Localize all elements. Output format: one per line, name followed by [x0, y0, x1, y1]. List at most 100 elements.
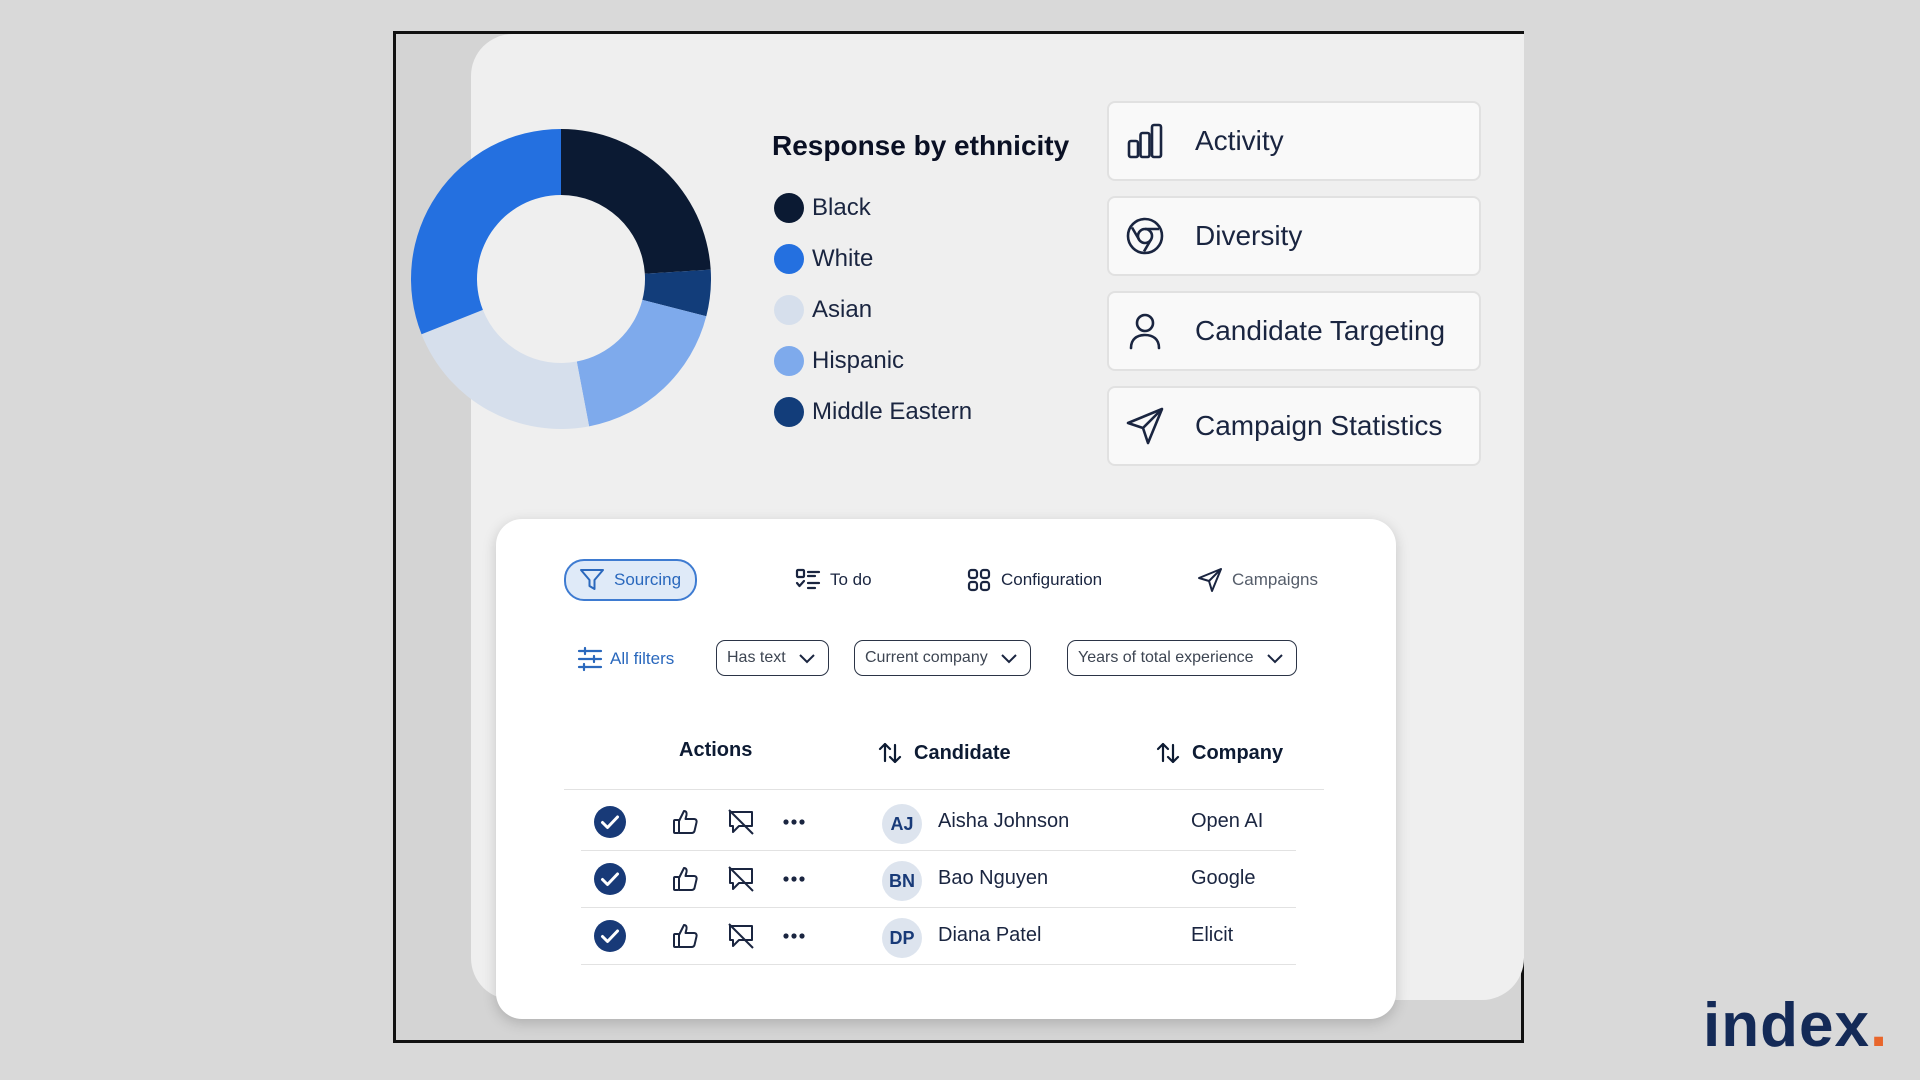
tab-label: Configuration [1001, 570, 1103, 589]
thumbs-up-icon[interactable] [671, 921, 701, 951]
all-filters-button[interactable]: All filters [576, 640, 674, 678]
legend-item-white: White [774, 233, 972, 284]
tab-label: Sourcing [614, 570, 682, 589]
company-name: Elicit [1191, 924, 1234, 946]
aperture-icon [1126, 217, 1164, 255]
has-text-dropdown[interactable]: Has text [716, 640, 829, 676]
legend-item-middle-eastern: Middle Eastern [774, 386, 972, 437]
grid-icon [967, 568, 991, 592]
check-circle-icon[interactable] [593, 862, 627, 896]
legend-label: Hispanic [812, 346, 905, 374]
legend-label: Middle Eastern [812, 397, 973, 425]
legend-swatch [774, 345, 804, 376]
thumbs-up-icon[interactable] [671, 807, 701, 837]
no-message-icon[interactable] [726, 864, 756, 894]
sort-icon [1156, 742, 1180, 764]
send-icon [1126, 407, 1164, 445]
dropdown-label: Has text [727, 649, 786, 666]
donut-slice-asian [421, 309, 590, 429]
legend-item-black: Black [774, 182, 972, 233]
more-icon[interactable] [779, 921, 809, 951]
nav-card-candidate-targeting[interactable]: Candidate Targeting [1107, 291, 1481, 371]
nav-card-label: Candidate Targeting [1195, 315, 1446, 346]
table-row[interactable]: AJ Aisha Johnson Open AI [581, 794, 1296, 850]
avatar: DP [882, 918, 922, 958]
sourcing-card: Sourcing To do Configuration [496, 519, 1396, 1019]
row-divider [581, 907, 1296, 908]
donut-slice-black [561, 129, 711, 274]
current-company-dropdown[interactable]: Current company [854, 640, 1031, 676]
send-icon [1198, 568, 1222, 592]
header-divider [564, 789, 1324, 790]
legend-swatch [774, 243, 804, 274]
legend-item-hispanic: Hispanic [774, 335, 972, 386]
legend-label: Asian [812, 295, 873, 323]
nav-card-label: Activity [1195, 125, 1284, 156]
candidate-name[interactable]: Aisha Johnson [938, 810, 1070, 832]
sort-icon [878, 742, 902, 764]
legend-swatch [774, 192, 804, 223]
ethnicity-donut-chart [411, 129, 711, 429]
tab-sourcing[interactable]: Sourcing [564, 559, 698, 601]
dropdown-label: Years of total experience [1078, 649, 1254, 666]
chart-legend: Black White Asian Hispanic Middle Easter… [774, 182, 972, 437]
thumbs-up-icon[interactable] [671, 864, 701, 894]
tab-configuration[interactable]: Configuration [965, 561, 1102, 599]
brand-dot: . [1869, 991, 1889, 1060]
no-message-icon[interactable] [726, 921, 756, 951]
checklist-icon [795, 568, 821, 590]
sliders-icon [577, 646, 603, 672]
nav-card-label: Diversity [1195, 220, 1303, 251]
legend-item-asian: Asian [774, 284, 972, 335]
company-name: Open AI [1191, 810, 1264, 832]
header-label: Candidate [914, 741, 1011, 764]
tab-todo[interactable]: To do [794, 561, 872, 599]
nav-card-label: Campaign Statistics [1195, 410, 1443, 441]
report-nav: Activity Diversity Candidate Targeting C… [1107, 101, 1481, 481]
funnel-icon [580, 569, 604, 590]
legend-swatch [774, 396, 804, 427]
more-icon[interactable] [779, 807, 809, 837]
tab-campaigns[interactable]: Campaigns [1196, 561, 1318, 599]
table-row[interactable]: DP Diana Patel Elicit [581, 908, 1296, 964]
chevron-down-icon [798, 654, 815, 664]
person-icon [1129, 313, 1161, 350]
row-divider [581, 850, 1296, 851]
header-label: Company [1192, 741, 1284, 764]
dropdown-label: Current company [865, 649, 988, 666]
chevron-down-icon [1266, 654, 1283, 664]
nav-card-diversity[interactable]: Diversity [1107, 196, 1481, 276]
brand-name: index [1703, 991, 1870, 1060]
avatar: AJ [882, 804, 922, 844]
all-filters-label: All filters [610, 649, 675, 668]
avatar: BN [882, 861, 922, 901]
company-name: Google [1191, 867, 1256, 889]
donut-slice-white [411, 129, 561, 335]
nav-card-campaign-statistics[interactable]: Campaign Statistics [1107, 386, 1481, 466]
candidate-name[interactable]: Bao Nguyen [938, 867, 1049, 889]
header-actions: Actions [679, 739, 752, 762]
screenshot-frame: Response by ethnicity Black White Asian … [393, 31, 1524, 1043]
row-divider [581, 964, 1296, 965]
legend-swatch [774, 294, 804, 325]
bar-chart-icon [1127, 123, 1163, 159]
check-circle-icon[interactable] [593, 805, 627, 839]
header-candidate[interactable]: Candidate [876, 739, 1011, 767]
nav-card-activity[interactable]: Activity [1107, 101, 1481, 181]
legend-label: White [812, 244, 874, 272]
header-company[interactable]: Company [1154, 739, 1283, 767]
table-row[interactable]: BN Bao Nguyen Google [581, 851, 1296, 907]
chevron-down-icon [1001, 654, 1017, 664]
check-circle-icon[interactable] [593, 919, 627, 953]
years-experience-dropdown[interactable]: Years of total experience [1067, 640, 1297, 676]
donut-slice-hispanic [576, 299, 707, 427]
legend-label: Black [812, 193, 871, 221]
chart-title: Response by ethnicity [772, 130, 1070, 161]
brand-logo: index. [1703, 990, 1888, 1061]
tab-label: Campaigns [1232, 570, 1318, 589]
donut-slice-middle-eastern [642, 269, 711, 317]
more-icon[interactable] [779, 864, 809, 894]
candidate-name[interactable]: Diana Patel [938, 924, 1042, 946]
no-message-icon[interactable] [726, 807, 756, 837]
header-label: Actions [679, 739, 753, 761]
